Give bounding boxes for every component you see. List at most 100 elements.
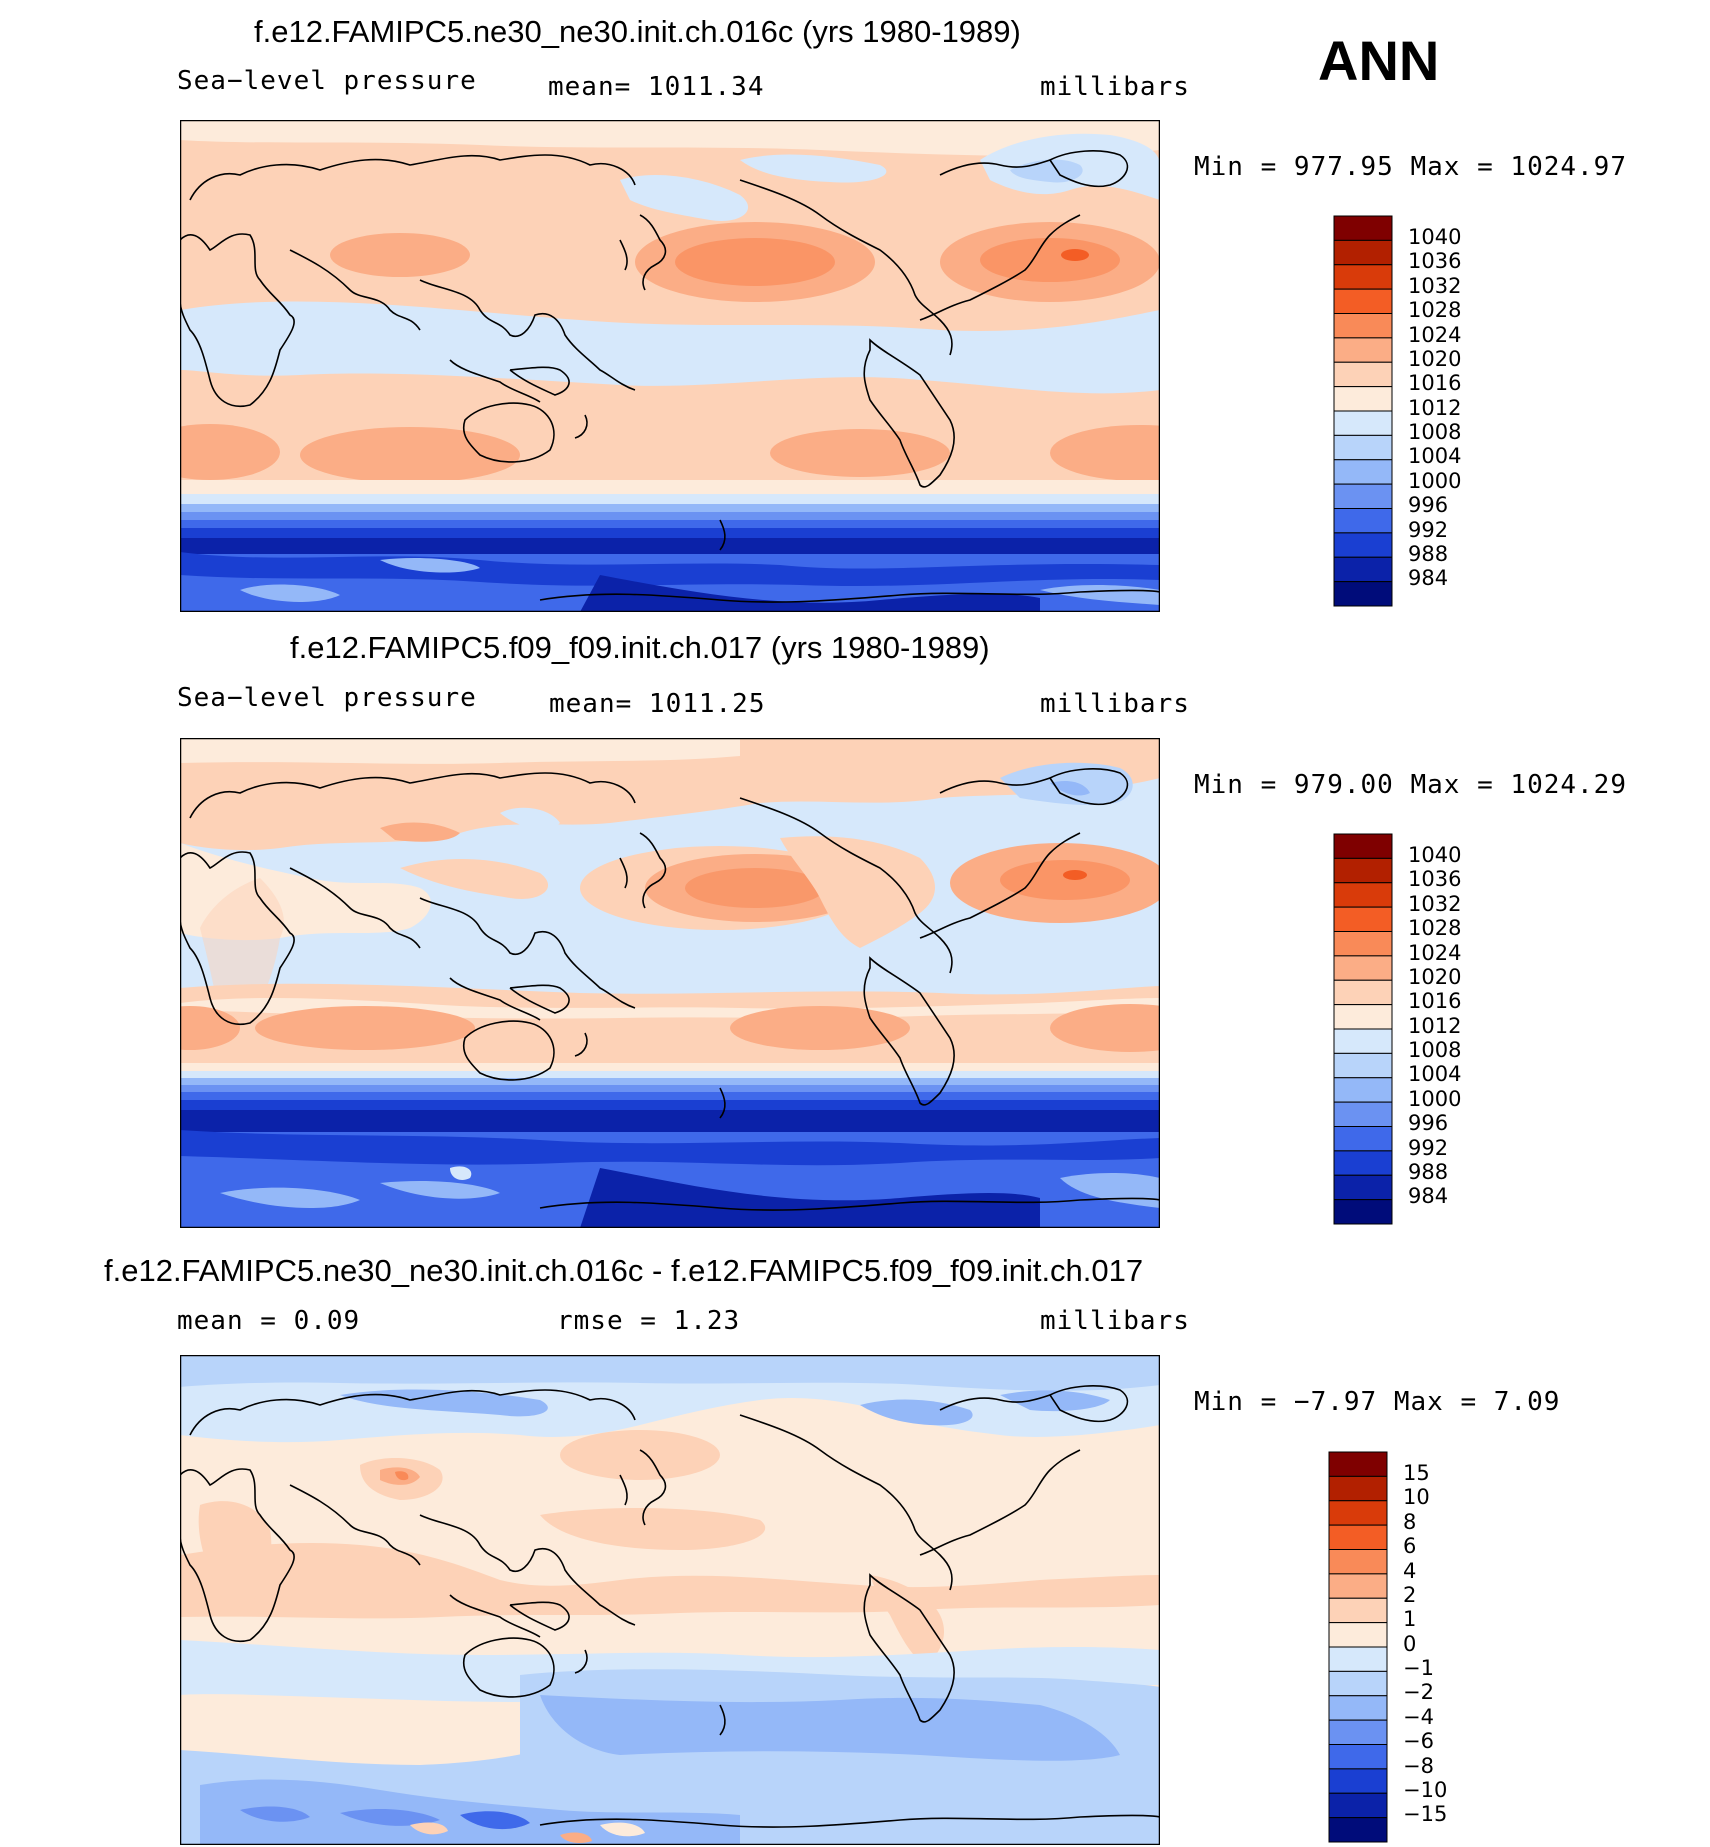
colorbar-box — [1328, 1670, 1388, 1697]
colorbar-level-label: 15 — [1403, 1461, 1430, 1485]
colorbar-box — [1333, 1101, 1393, 1127]
colorbar-level-label: 1012 — [1408, 395, 1462, 420]
colorbar-box — [1328, 1451, 1388, 1477]
colorbar-level-label: 1016 — [1408, 371, 1462, 396]
colorbar-box — [1328, 1768, 1388, 1794]
colorbar-box — [1333, 833, 1393, 859]
colorbar-level-label: 1016 — [1408, 989, 1462, 1014]
colorbar-level-label: 1004 — [1408, 444, 1462, 469]
colorbar-level-label: 988 — [1408, 541, 1449, 566]
colorbar-box — [1333, 264, 1393, 290]
colorbar-box — [1333, 1150, 1393, 1176]
panel-1-title: f.e12.FAMIPC5.ne30_ne30.init.ch.016c (yr… — [254, 14, 1021, 49]
colorbar-box — [1333, 288, 1393, 314]
colorbar-level-label: 984 — [1408, 1184, 1449, 1209]
colorbar-level-label: 10 — [1403, 1485, 1430, 1510]
colorbar-box — [1328, 1475, 1388, 1502]
panel-3-map — [180, 1355, 1160, 1845]
colorbar-level-label: 1012 — [1408, 1013, 1462, 1038]
colorbar-box — [1333, 1028, 1393, 1054]
colorbar-box — [1328, 1744, 1388, 1770]
colorbar-level-label: 984 — [1408, 566, 1449, 591]
colorbar-level-label: 996 — [1408, 493, 1449, 518]
colorbar-level-label: 1020 — [1408, 964, 1462, 989]
panel-3-minmax: Min = −7.97 Max = 7.09 — [1194, 1387, 1561, 1417]
colorbar-box — [1328, 1524, 1388, 1550]
colorbar-box — [1328, 1817, 1388, 1843]
colorbar-level-label: 1000 — [1408, 1086, 1462, 1111]
season-label: ANN — [1318, 29, 1440, 92]
panel-2-map — [180, 738, 1160, 1228]
colorbar-box — [1333, 1126, 1393, 1152]
colorbar-box — [1328, 1792, 1388, 1819]
panel-1-variable: Sea−level pressure — [177, 66, 477, 96]
colorbar-box — [1328, 1646, 1388, 1672]
colorbar-level-label: 1040 — [1408, 843, 1462, 867]
panel-2-title: f.e12.FAMIPC5.f09_f09.init.ch.017 (yrs 1… — [290, 630, 990, 665]
panel-1-colorbar — [1333, 215, 1393, 607]
panel-1-minmax: Min = 977.95 Max = 1024.97 — [1194, 152, 1627, 182]
colorbar-level-label: 1004 — [1408, 1062, 1462, 1087]
colorbar-box — [1333, 906, 1393, 932]
colorbar-box — [1333, 386, 1393, 412]
colorbar-level-label: −6 — [1403, 1729, 1434, 1754]
panel-1-mean: mean= 1011.34 — [548, 72, 765, 102]
panel-2-mean: mean= 1011.25 — [549, 689, 766, 719]
colorbar-level-label: 1036 — [1408, 867, 1462, 892]
colorbar-level-label: 996 — [1408, 1111, 1449, 1136]
colorbar-level-label: 988 — [1408, 1159, 1449, 1184]
colorbar-box — [1333, 1004, 1393, 1030]
colorbar-level-label: 0 — [1403, 1631, 1417, 1656]
colorbar-level-label: 1008 — [1408, 1038, 1462, 1062]
colorbar-box — [1333, 581, 1393, 607]
panel-2-colorbar — [1333, 833, 1393, 1225]
colorbar-box — [1333, 239, 1393, 266]
colorbar-level-label: 1024 — [1408, 322, 1462, 347]
colorbar-box — [1333, 857, 1393, 884]
colorbar-level-label: 1028 — [1408, 916, 1462, 941]
colorbar-level-label: 1036 — [1408, 249, 1462, 274]
colorbar-level-label: 1040 — [1408, 225, 1462, 249]
colorbar-box — [1333, 434, 1393, 461]
colorbar-box — [1333, 215, 1393, 241]
colorbar-box — [1333, 337, 1393, 363]
panel-1-units: millibars — [1040, 72, 1190, 102]
colorbar-box — [1333, 882, 1393, 908]
colorbar-level-label: 1028 — [1408, 298, 1462, 323]
colorbar-level-label: 1 — [1403, 1607, 1417, 1632]
colorbar-level-label: 1008 — [1408, 420, 1462, 444]
colorbar-box — [1333, 556, 1393, 583]
colorbar-box — [1328, 1597, 1388, 1624]
colorbar-box — [1328, 1695, 1388, 1721]
colorbar-box — [1328, 1622, 1388, 1648]
colorbar-level-label: −15 — [1403, 1802, 1448, 1827]
colorbar-level-label: 2 — [1403, 1582, 1417, 1607]
colorbar-level-label: 992 — [1408, 1135, 1449, 1160]
colorbar-box — [1333, 979, 1393, 1006]
colorbar-box — [1333, 1077, 1393, 1103]
colorbar-level-label: 4 — [1403, 1558, 1417, 1583]
colorbar-box — [1333, 508, 1393, 534]
colorbar-level-label: −2 — [1403, 1680, 1434, 1705]
colorbar-level-label: −8 — [1403, 1753, 1434, 1778]
colorbar-level-label: 6 — [1403, 1534, 1417, 1559]
panel-3-colorbar — [1328, 1451, 1388, 1843]
colorbar-box — [1328, 1719, 1388, 1745]
colorbar-level-label: −10 — [1403, 1777, 1448, 1802]
panel-3-rmse: rmse = 1.23 — [557, 1306, 741, 1336]
colorbar-box — [1328, 1549, 1388, 1575]
panel-1-map — [180, 120, 1160, 612]
panel-3-mean: mean = 0.09 — [177, 1306, 361, 1336]
colorbar-level-label: −4 — [1403, 1704, 1434, 1729]
colorbar-box — [1333, 955, 1393, 981]
colorbar-box — [1328, 1500, 1388, 1526]
colorbar-box — [1333, 1199, 1393, 1225]
colorbar-box — [1333, 361, 1393, 388]
colorbar-box — [1333, 410, 1393, 436]
panel-2-minmax: Min = 979.00 Max = 1024.29 — [1194, 770, 1627, 800]
colorbar-box — [1333, 532, 1393, 558]
panel-2-variable: Sea−level pressure — [177, 683, 477, 713]
colorbar-box — [1333, 313, 1393, 339]
colorbar-box — [1328, 1573, 1388, 1599]
colorbar-level-label: 992 — [1408, 517, 1449, 542]
